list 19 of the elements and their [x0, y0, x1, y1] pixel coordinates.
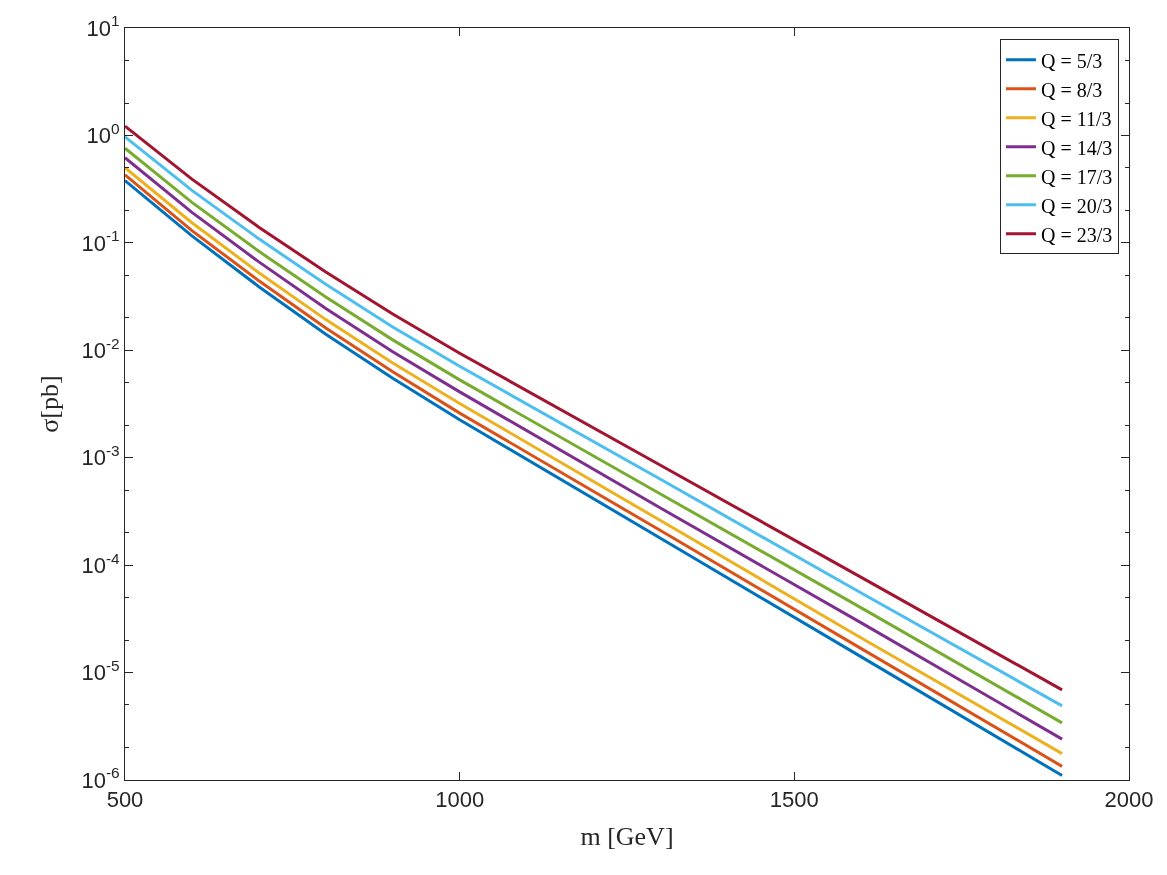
y-tick-label: 10$^{-4}$: [81, 549, 121, 578]
legend-label: Q = 17/3: [1040, 165, 1113, 188]
y-tick-label: 10$^{-1}$: [81, 227, 120, 256]
x-tick-label: 2000: [1104, 787, 1154, 813]
x-tick-label: 1000: [435, 787, 485, 813]
y-axis-title: σ[pb]: [34, 375, 64, 433]
y-tick-label: 10$^{1}$: [86, 12, 120, 41]
y-tick-label: 10$^{-3}$: [81, 442, 120, 471]
legend-label: Q = 20/3: [1040, 194, 1113, 217]
legend-label: Q = 11/3: [1040, 107, 1112, 130]
legend-label: Q = 23/3: [1040, 223, 1113, 246]
y-tick-label: 10$^{0}$: [86, 119, 120, 149]
x-tick-label: 1500: [769, 787, 819, 813]
legend-label: Q = 5/3: [1040, 49, 1103, 72]
x-axis-title: m [GeV]: [580, 822, 674, 852]
y-tick-label: 10$^{-5}$: [81, 657, 120, 686]
y-tick-label: 10$^{-2}$: [81, 334, 120, 363]
legend-label: Q = 8/3: [1040, 78, 1103, 101]
legend-label: Q = 14/3: [1040, 136, 1113, 159]
